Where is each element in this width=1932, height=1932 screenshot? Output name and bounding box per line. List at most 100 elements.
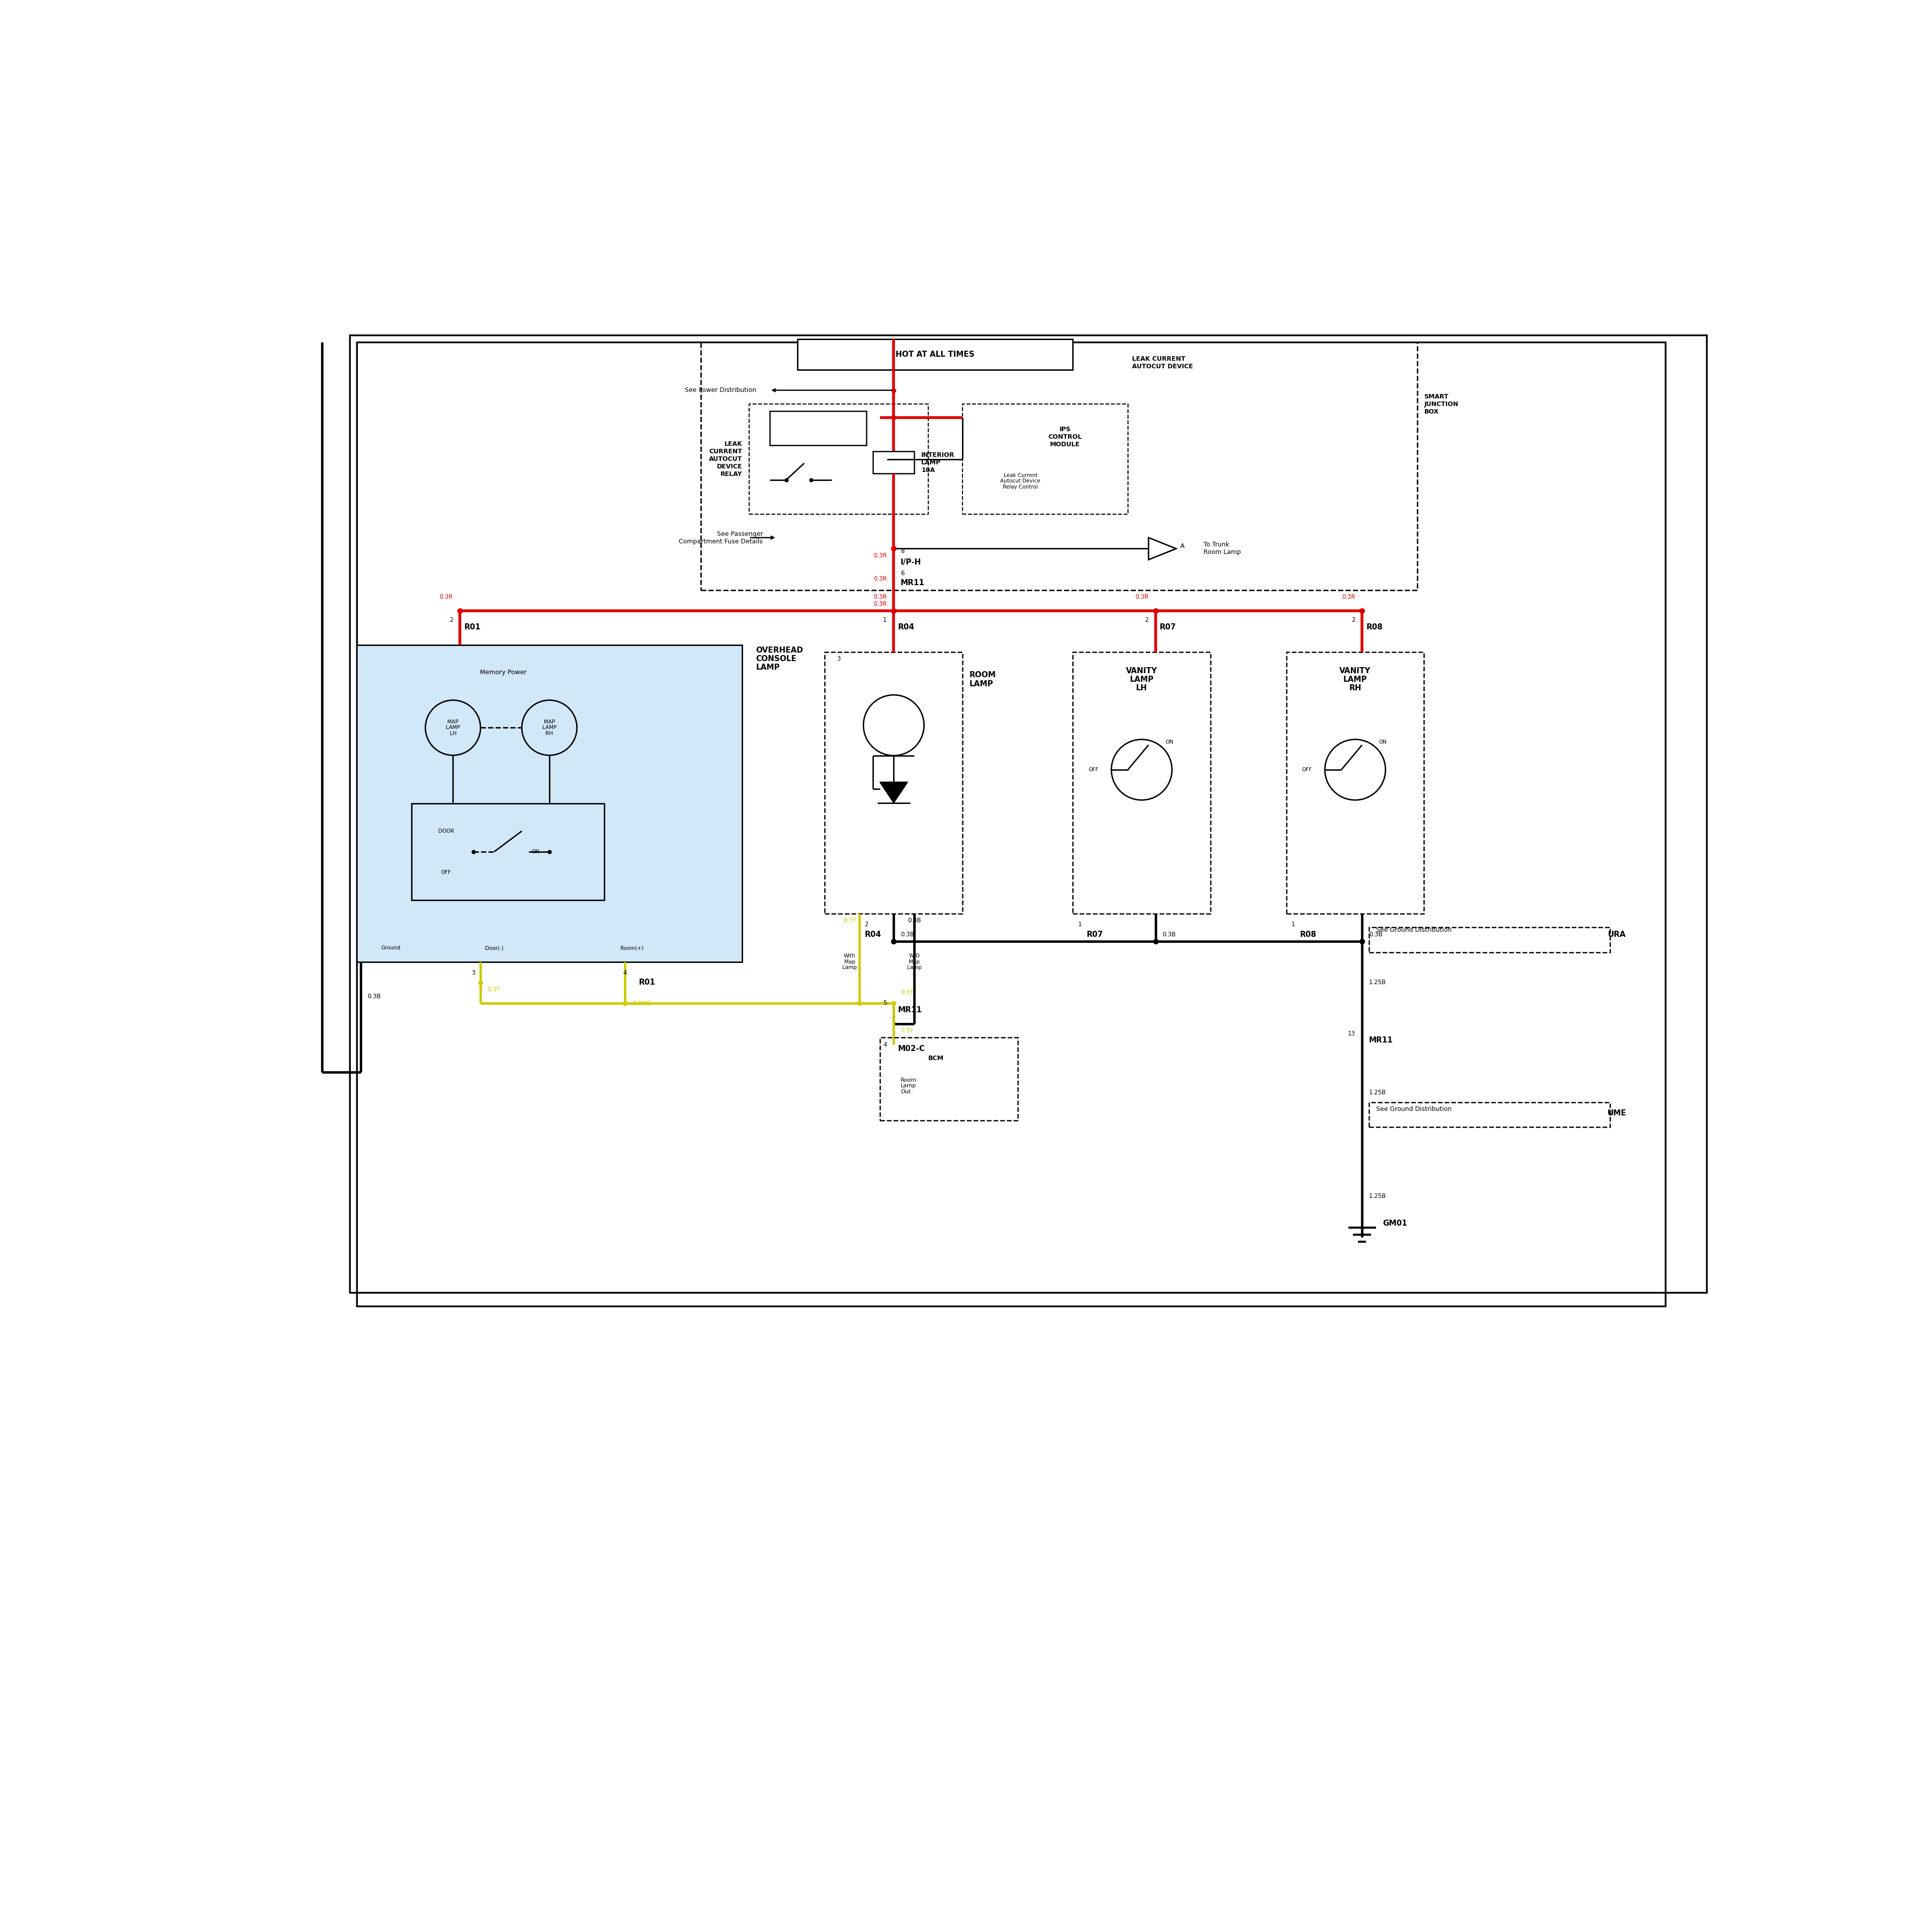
Text: Memory Power: Memory Power bbox=[479, 668, 526, 676]
Text: Room(+): Room(+) bbox=[620, 945, 643, 951]
Text: HOT AT ALL TIMES: HOT AT ALL TIMES bbox=[896, 352, 974, 357]
Text: 5: 5 bbox=[883, 1001, 887, 1007]
Text: 1: 1 bbox=[1291, 922, 1294, 927]
Text: 2: 2 bbox=[1146, 616, 1148, 624]
Text: 0.3B: 0.3B bbox=[900, 931, 914, 937]
Bar bbox=[750, 404, 927, 514]
Text: 3: 3 bbox=[837, 655, 840, 663]
Text: 1: 1 bbox=[1078, 922, 1082, 927]
Text: 4: 4 bbox=[624, 970, 628, 976]
Bar bbox=[769, 412, 866, 446]
Text: OFF: OFF bbox=[1088, 767, 1099, 773]
Text: R07: R07 bbox=[1159, 624, 1177, 632]
Text: MR11: MR11 bbox=[1370, 1037, 1393, 1043]
Text: 6: 6 bbox=[900, 570, 904, 578]
Text: 2: 2 bbox=[864, 922, 867, 927]
Text: R01: R01 bbox=[639, 980, 655, 987]
Bar bbox=[873, 452, 914, 473]
Text: MAP
LAMP
LH: MAP LAMP LH bbox=[446, 719, 460, 736]
Circle shape bbox=[425, 699, 481, 755]
Text: R08: R08 bbox=[1300, 931, 1318, 939]
Text: 1: 1 bbox=[359, 970, 363, 976]
Text: URA: URA bbox=[1607, 931, 1627, 939]
Text: R08: R08 bbox=[1366, 624, 1383, 632]
Text: VANITY
LAMP
RH: VANITY LAMP RH bbox=[1339, 667, 1372, 692]
Text: Ground: Ground bbox=[381, 945, 400, 951]
Text: ON: ON bbox=[1379, 740, 1387, 744]
Text: OVERHEAD
CONSOLE
LAMP: OVERHEAD CONSOLE LAMP bbox=[755, 647, 804, 672]
Text: 0.3R: 0.3R bbox=[873, 576, 887, 582]
Text: R04: R04 bbox=[866, 931, 881, 939]
Text: R01: R01 bbox=[464, 624, 481, 632]
Bar bbox=[350, 334, 1706, 1293]
Text: INTERIOR
LAMP
10A: INTERIOR LAMP 10A bbox=[922, 452, 954, 473]
Text: See Ground Distribution: See Ground Distribution bbox=[1376, 1105, 1451, 1113]
Text: LEAK CURRENT
AUTOCUT DEVICE: LEAK CURRENT AUTOCUT DEVICE bbox=[1132, 355, 1192, 369]
Bar bbox=[701, 342, 1418, 589]
Bar bbox=[962, 404, 1128, 514]
Text: 0.3B: 0.3B bbox=[1370, 931, 1381, 937]
Circle shape bbox=[522, 699, 578, 755]
Text: MR11: MR11 bbox=[900, 580, 925, 587]
Text: W/O
Map
Lamp: W/O Map Lamp bbox=[908, 954, 922, 970]
Text: 0.3Y: 0.3Y bbox=[900, 989, 914, 995]
Text: 1: 1 bbox=[883, 616, 887, 624]
Text: Door(-): Door(-) bbox=[485, 945, 504, 951]
Text: DOOR: DOOR bbox=[439, 829, 454, 833]
Text: 13: 13 bbox=[1349, 1030, 1354, 1037]
Text: BCM: BCM bbox=[927, 1055, 943, 1061]
Text: ROOM
LAMP: ROOM LAMP bbox=[970, 670, 997, 688]
Text: R07: R07 bbox=[1086, 931, 1103, 939]
Polygon shape bbox=[879, 782, 908, 804]
Text: 2: 2 bbox=[448, 616, 452, 624]
Bar bbox=[798, 340, 1072, 369]
Text: MAP
LAMP
RH: MAP LAMP RH bbox=[543, 719, 556, 736]
Text: To Trunk
Room Lamp: To Trunk Room Lamp bbox=[1204, 541, 1240, 556]
Text: VANITY
LAMP
LH: VANITY LAMP LH bbox=[1126, 667, 1157, 692]
Text: With
Map
Lamp: With Map Lamp bbox=[842, 954, 858, 970]
Text: ON: ON bbox=[1165, 740, 1173, 744]
Text: I/P-H: I/P-H bbox=[900, 558, 922, 566]
Text: 0.3Y: 0.3Y bbox=[842, 918, 856, 923]
Text: 0.3B: 0.3B bbox=[908, 918, 922, 923]
Text: Leak Current
Autocut Device
Relay Control: Leak Current Autocut Device Relay Contro… bbox=[1001, 473, 1041, 489]
Text: 0.3R: 0.3R bbox=[873, 553, 887, 558]
Text: UME: UME bbox=[1607, 1109, 1627, 1117]
Text: See Power Distribution: See Power Distribution bbox=[684, 386, 755, 394]
Text: 0.3B: 0.3B bbox=[1163, 931, 1177, 937]
Text: OFF: OFF bbox=[440, 869, 450, 875]
Text: A: A bbox=[1180, 543, 1184, 549]
Text: 3: 3 bbox=[471, 970, 475, 976]
Text: SMART
JUNCTION
BOX: SMART JUNCTION BOX bbox=[1424, 394, 1459, 415]
Text: 0.3R: 0.3R bbox=[1136, 593, 1148, 601]
Text: 0.3Y: 0.3Y bbox=[487, 985, 500, 993]
Text: 0.3Y/B: 0.3Y/B bbox=[632, 1001, 651, 1007]
Bar bbox=[357, 342, 1665, 1306]
Text: 0.3B: 0.3B bbox=[367, 993, 381, 999]
Text: OFF: OFF bbox=[1302, 767, 1312, 773]
Bar bbox=[357, 645, 742, 962]
Text: 0.3R: 0.3R bbox=[873, 593, 887, 601]
Text: M02-C: M02-C bbox=[898, 1045, 925, 1053]
Text: 0.3R: 0.3R bbox=[873, 601, 887, 607]
Text: 2: 2 bbox=[1350, 616, 1354, 624]
Bar bbox=[1072, 651, 1211, 914]
Bar bbox=[1370, 1103, 1609, 1126]
Bar bbox=[412, 804, 605, 900]
Text: Room
Lamp
Out: Room Lamp Out bbox=[900, 1078, 916, 1094]
Text: See Passenger
Compartment Fuse Details: See Passenger Compartment Fuse Details bbox=[678, 531, 763, 545]
Text: See Ground Distribution: See Ground Distribution bbox=[1376, 927, 1451, 933]
Text: 0.3R: 0.3R bbox=[1343, 593, 1354, 601]
Text: GM01: GM01 bbox=[1383, 1219, 1406, 1227]
Text: ON: ON bbox=[531, 850, 539, 854]
Text: 4: 4 bbox=[883, 1041, 887, 1047]
Bar bbox=[879, 1037, 1018, 1121]
Text: 8: 8 bbox=[900, 549, 904, 554]
Text: 1.25B: 1.25B bbox=[1370, 980, 1385, 985]
Bar bbox=[825, 651, 962, 914]
Text: R04: R04 bbox=[898, 624, 914, 632]
Text: 1.25B: 1.25B bbox=[1370, 1192, 1385, 1200]
Text: 1.25B: 1.25B bbox=[1370, 1090, 1385, 1095]
Text: LEAK
CURRENT
AUTOCUT
DEVICE
RELAY: LEAK CURRENT AUTOCUT DEVICE RELAY bbox=[709, 440, 742, 477]
Bar bbox=[1370, 927, 1609, 952]
